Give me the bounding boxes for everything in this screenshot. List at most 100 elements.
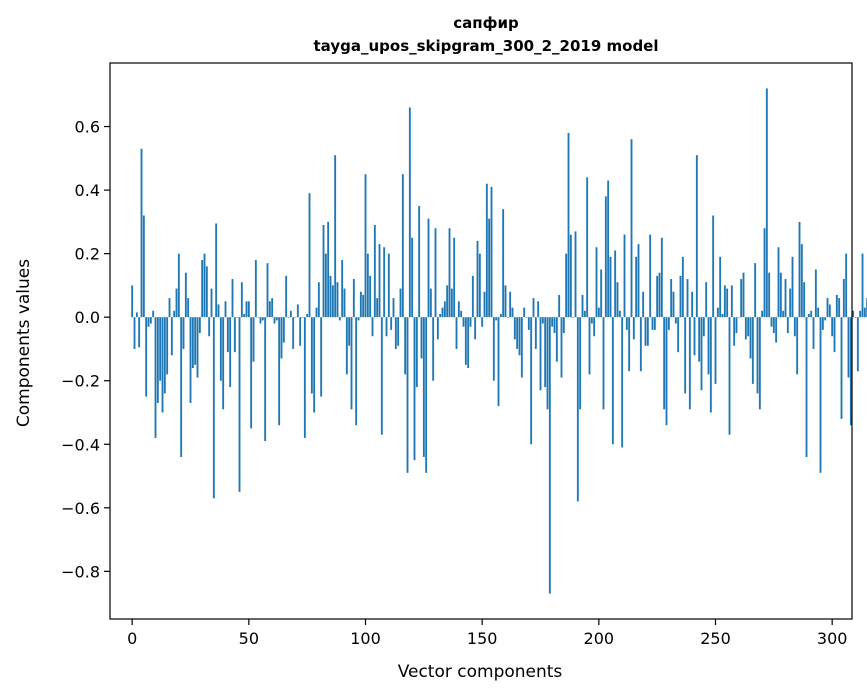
bar-64	[280, 317, 283, 359]
bar-17	[170, 317, 173, 356]
bar-161	[506, 317, 509, 318]
bar-74	[303, 317, 306, 438]
bar-307	[847, 317, 850, 378]
bar-295	[819, 317, 822, 473]
bar-59	[268, 301, 271, 318]
bar-83	[324, 253, 327, 318]
bar-263	[744, 317, 747, 340]
bar-129	[432, 317, 435, 381]
bar-243	[698, 317, 701, 362]
y-tick-label: 0.2	[75, 245, 100, 264]
bar-136	[448, 228, 451, 318]
plot-frame	[109, 62, 853, 620]
bar-77	[310, 317, 313, 394]
bar-191	[576, 317, 579, 502]
bar-16	[168, 298, 171, 318]
bar-235	[679, 275, 682, 318]
y-tick-label: 0.6	[75, 118, 100, 137]
bar-61	[273, 317, 276, 324]
bar-174	[537, 301, 540, 318]
bar-67	[287, 317, 290, 318]
bar-284	[793, 317, 796, 337]
bar-71	[296, 304, 299, 318]
bar-25	[189, 317, 192, 403]
bar-171	[530, 317, 533, 445]
bar-261	[740, 279, 743, 318]
bar-20	[177, 253, 180, 318]
bar-5	[142, 215, 145, 318]
bar-75	[306, 313, 309, 318]
bar-122	[415, 317, 418, 388]
bar-22	[182, 317, 185, 349]
bar-108	[383, 247, 386, 318]
bar-23	[184, 272, 187, 318]
bar-47	[240, 282, 243, 318]
bar-130	[434, 228, 437, 318]
bar-9	[152, 310, 155, 318]
bar-30	[201, 259, 204, 318]
bar-46	[238, 317, 241, 492]
bar-118	[406, 317, 409, 473]
y-tick-label: −0.2	[61, 372, 100, 391]
bar-239	[688, 317, 691, 410]
bar-236	[681, 256, 684, 318]
bar-194	[583, 310, 586, 318]
bar-98	[359, 291, 362, 318]
bar-128	[429, 288, 432, 318]
bar-32	[205, 266, 208, 318]
bar-242	[695, 155, 698, 318]
bar-116	[401, 174, 404, 318]
bar-296	[821, 317, 824, 330]
bar-303	[838, 298, 841, 318]
bar-220	[644, 317, 647, 346]
x-tick-label: 250	[700, 629, 731, 648]
bar-228	[663, 317, 666, 410]
bar-104	[373, 225, 376, 318]
bar-184	[560, 317, 563, 378]
bar-120	[411, 237, 414, 318]
y-tick-label: 0.4	[75, 181, 100, 200]
bar-259	[735, 317, 738, 334]
bar-290	[807, 313, 810, 318]
bar-10	[154, 317, 157, 438]
y-axis-ticks: −0.8 −0.6 −0.4 −0.2 0.0 0.2 0.4 0.6	[61, 118, 110, 581]
bar-124	[420, 317, 423, 359]
bar-202	[602, 317, 605, 410]
bar-262	[742, 272, 745, 318]
bar-292	[812, 317, 815, 349]
bar-285	[796, 317, 799, 375]
bars-group	[131, 88, 867, 594]
bar-127	[427, 218, 430, 318]
bar-310	[854, 317, 857, 318]
bar-188	[569, 234, 572, 318]
bar-164	[513, 317, 516, 340]
bar-4	[140, 148, 143, 318]
bar-205	[609, 256, 612, 318]
bar-19	[175, 288, 178, 318]
bar-94	[350, 317, 353, 410]
chart-subtitle: tayga_upos_skipgram_300_2_2019 model	[314, 37, 659, 55]
y-tick-label: 0.0	[75, 308, 100, 327]
bar-126	[425, 317, 428, 473]
bar-90	[341, 259, 344, 318]
bar-55	[259, 317, 262, 324]
bar-51	[250, 317, 253, 429]
bar-78	[313, 317, 316, 413]
bar-293	[814, 269, 817, 318]
bar-252	[719, 256, 722, 318]
bar-246	[705, 282, 708, 318]
bar-125	[422, 317, 425, 457]
bar-173	[534, 317, 537, 349]
bar-299	[828, 304, 831, 318]
bar-89	[338, 317, 341, 321]
bar-79	[315, 307, 318, 318]
bar-206	[611, 317, 614, 445]
bar-85	[329, 275, 332, 318]
bar-24	[187, 298, 190, 318]
bar-80	[317, 282, 320, 318]
bar-105	[376, 298, 379, 318]
bar-109	[385, 317, 388, 337]
bar-233	[674, 317, 677, 324]
bar-271	[763, 228, 766, 318]
